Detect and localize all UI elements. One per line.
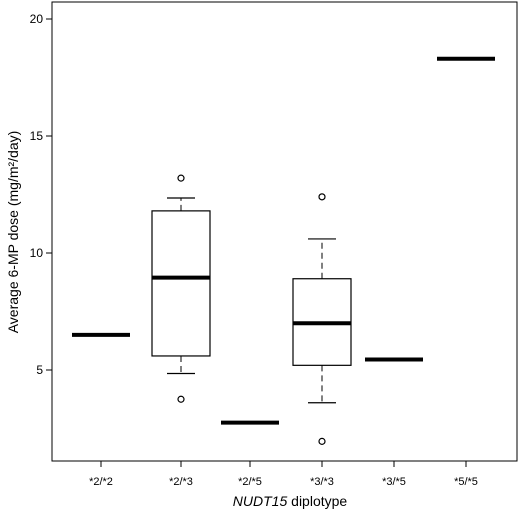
x-tick-label: *2/*2 (89, 476, 113, 488)
outlier-point (318, 437, 326, 445)
outlier-point (318, 193, 326, 201)
x-axis: *2/*2 *2/*3 *2/*5 *3/*3 *3/*5 *5/*5 (89, 461, 478, 488)
x-axis-title-suffix: diplotype (287, 493, 347, 509)
y-tick-label: 5 (36, 363, 43, 377)
x-axis-title: NUDT15 diplotype (233, 493, 348, 509)
iqr-box (151, 210, 211, 357)
outlier-point (177, 174, 185, 182)
box-group (292, 193, 352, 445)
outlier-point (177, 395, 185, 403)
y-tick-label: 20 (30, 12, 44, 26)
plot-frame (51, 1, 518, 462)
box-series (72, 56, 495, 445)
x-tick-label: *2/*3 (169, 476, 193, 488)
x-tick-label: *3/*5 (382, 476, 406, 488)
y-tick-label: 10 (30, 246, 44, 260)
y-axis-title: Average 6-MP dose (mg/m²/day) (5, 131, 21, 334)
box-group (151, 174, 211, 403)
x-axis-title-gene: NUDT15 (233, 493, 288, 509)
y-axis: 5 10 15 20 (30, 12, 52, 377)
x-tick-label: *2/*5 (238, 476, 262, 488)
y-tick-label: 15 (30, 129, 44, 143)
x-tick-label: *3/*3 (310, 476, 334, 488)
x-tick-label: *5/*5 (454, 476, 478, 488)
